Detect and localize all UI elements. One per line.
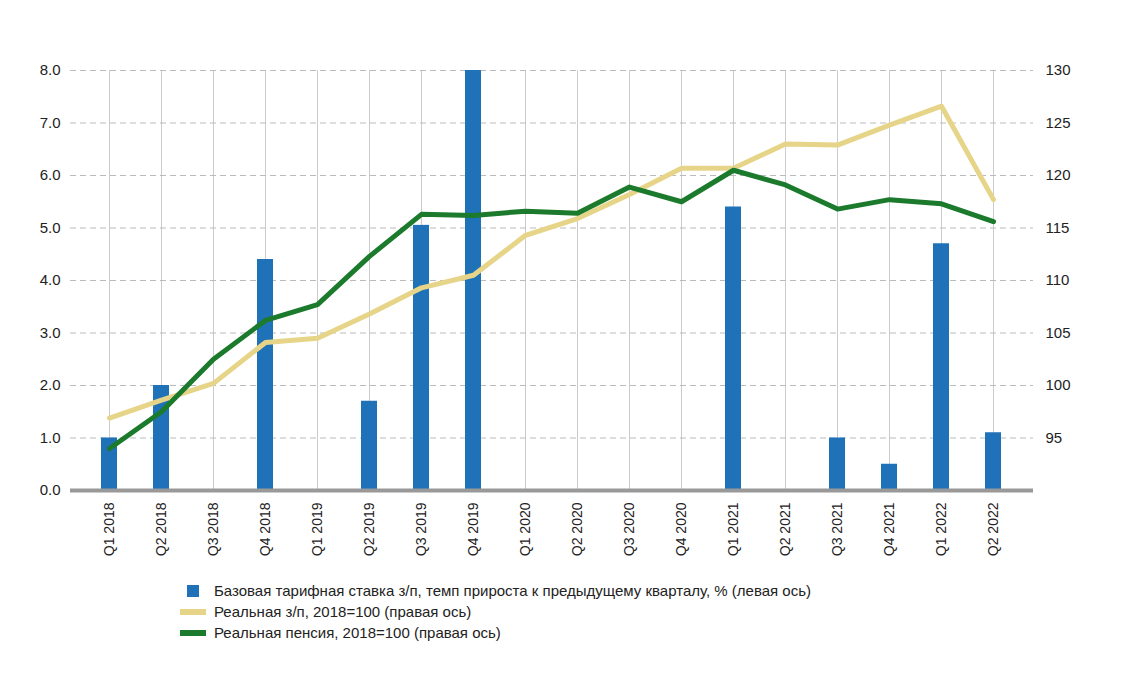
svg-text:Q2 2018: Q2 2018 <box>153 502 169 556</box>
html-text:Реальная з/п, 2018=100 (правая: Реальная з/п, 2018=100 (правая ось) <box>214 603 472 620</box>
svg-text:Q4 2021: Q4 2021 <box>881 502 897 556</box>
svg-text:Q1 2022: Q1 2022 <box>933 502 949 556</box>
svg-text:Q2 2019: Q2 2019 <box>361 502 377 556</box>
svg-text:Q1 2020: Q1 2020 <box>517 502 533 556</box>
svg-text:Q3 2018: Q3 2018 <box>205 502 221 556</box>
svg-text:130: 130 <box>1046 61 1071 78</box>
svg-text:95: 95 <box>1046 429 1063 446</box>
svg-text:1.0: 1.0 <box>40 429 61 446</box>
svg-text:Q4 2020: Q4 2020 <box>673 502 689 556</box>
svg-text:7.0: 7.0 <box>40 114 61 131</box>
svg-text:6.0: 6.0 <box>40 166 61 183</box>
svg-text:Q2 2022: Q2 2022 <box>985 502 1001 556</box>
html-text:Базовая тарифная ставка з/п, т: Базовая тарифная ставка з/п, темп прирос… <box>214 582 811 599</box>
svg-text:Q1 2021: Q1 2021 <box>725 502 741 556</box>
svg-text:120: 120 <box>1046 166 1071 183</box>
svg-text:3.0: 3.0 <box>40 324 61 341</box>
svg-text:Q3 2020: Q3 2020 <box>621 502 637 556</box>
svg-text:Q2 2021: Q2 2021 <box>777 502 793 556</box>
svg-text:Q4 2018: Q4 2018 <box>257 502 273 556</box>
svg-text:Q4 2019: Q4 2019 <box>465 502 481 556</box>
svg-text:Q1 2018: Q1 2018 <box>101 502 117 556</box>
svg-text:4.0: 4.0 <box>40 271 61 288</box>
svg-text:Q2 2020: Q2 2020 <box>569 502 585 556</box>
svg-text:8.0: 8.0 <box>40 61 61 78</box>
svg-text:125: 125 <box>1046 114 1071 131</box>
html-text:Реальная пенсия, 2018=100 (пра: Реальная пенсия, 2018=100 (правая ось) <box>214 624 501 641</box>
svg-text:110: 110 <box>1046 271 1070 288</box>
svg-text:Q3 2021: Q3 2021 <box>829 502 845 556</box>
svg-text:5.0: 5.0 <box>40 219 61 236</box>
svg-text:2.0: 2.0 <box>40 376 61 393</box>
svg-text:100: 100 <box>1046 376 1071 393</box>
svg-text:0.0: 0.0 <box>40 481 61 498</box>
svg-text:Q3 2019: Q3 2019 <box>413 502 429 556</box>
svg-text:Q1 2019: Q1 2019 <box>309 502 325 556</box>
svg-text:115: 115 <box>1046 219 1070 236</box>
svg-text:105: 105 <box>1046 324 1071 341</box>
